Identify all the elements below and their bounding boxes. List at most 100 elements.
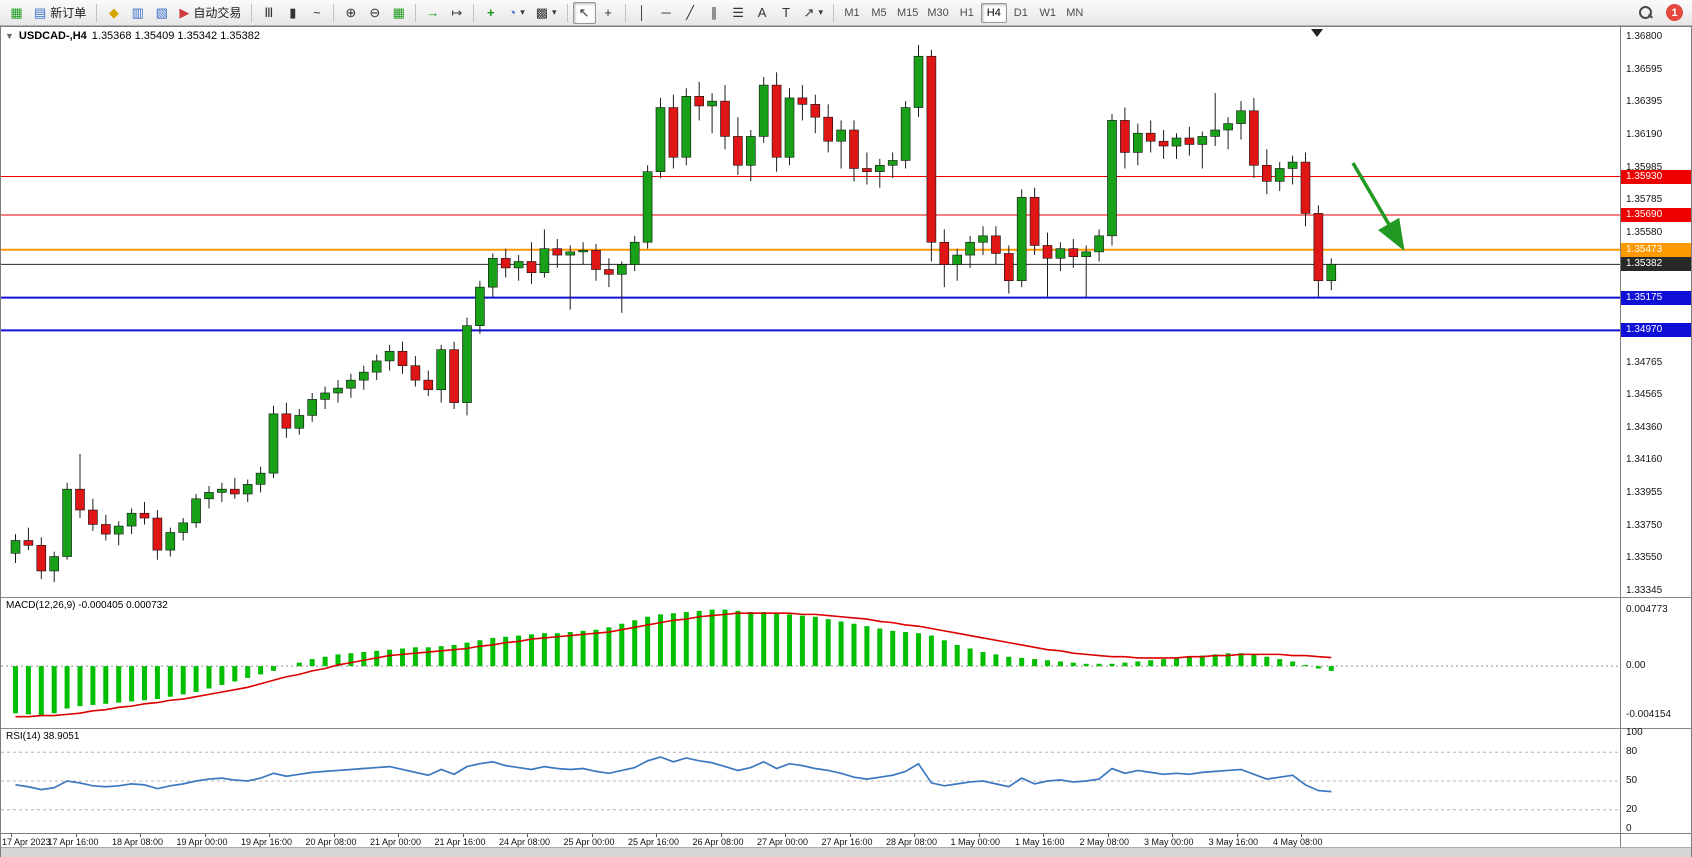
auto-scroll-icon: → bbox=[426, 5, 440, 20]
dropdown-icon: ▾ bbox=[520, 7, 525, 17]
main-toolbar: ▦ ▤ 新订单 ◆ ▥ ▧ ▶ 自动交易 Ⅲ ▮ ~ ⊕ ⊖ ▦ → ↦ + ◔… bbox=[0, 0, 1692, 26]
tile-windows-button[interactable]: ▦ bbox=[387, 2, 410, 24]
time-tick-label: 19 Apr 00:00 bbox=[176, 837, 228, 847]
toolbar-separator bbox=[473, 3, 475, 22]
rsi-canvas[interactable] bbox=[1, 729, 1620, 833]
templates-button[interactable]: ▩ ▾ bbox=[531, 2, 562, 24]
chart-ohlc-values: 1.35368 1.35409 1.35342 1.35382 bbox=[91, 30, 260, 42]
text-tool-button[interactable]: A bbox=[751, 2, 774, 24]
search-button[interactable] bbox=[1634, 2, 1657, 24]
channel-tool-button[interactable]: ∥ bbox=[703, 2, 726, 24]
line-chart-button[interactable]: ~ bbox=[305, 2, 328, 24]
macd-canvas[interactable] bbox=[1, 598, 1620, 728]
new-order-icon: ▤ bbox=[34, 5, 47, 20]
periods-button[interactable]: ◔ ▾ bbox=[503, 2, 529, 24]
horizontal-scrollbar[interactable] bbox=[1, 847, 1691, 857]
label-tool-button[interactable]: T bbox=[775, 2, 798, 24]
timeframe-button-w1[interactable]: W1 bbox=[1035, 3, 1061, 23]
time-tick bbox=[204, 834, 206, 837]
zoom-in-icon: ⊕ bbox=[345, 5, 357, 20]
price-tick-label: 1.36800 bbox=[1626, 31, 1663, 42]
price-tag: 1.35382 bbox=[1621, 257, 1691, 272]
crosshair-icon: + bbox=[604, 5, 612, 20]
timeframe-button-d1[interactable]: D1 bbox=[1008, 3, 1034, 23]
fibonacci-tool-button[interactable]: ☰ bbox=[727, 2, 750, 24]
price-tick-label: 1.33955 bbox=[1626, 487, 1663, 499]
timeframe-button-h1[interactable]: H1 bbox=[954, 3, 980, 23]
price-tag: 1.34970 bbox=[1621, 323, 1691, 338]
time-tick-label: 20 Apr 08:00 bbox=[305, 837, 357, 847]
timeframe-button-m5[interactable]: M5 bbox=[866, 3, 892, 23]
time-tick-label: 27 Apr 16:00 bbox=[821, 837, 873, 847]
text-icon: A bbox=[757, 5, 767, 20]
new-chart-button[interactable]: ▦ bbox=[5, 2, 28, 24]
indicators-button[interactable]: + bbox=[479, 2, 502, 24]
new-order-button[interactable]: ▤ 新订单 bbox=[29, 2, 91, 24]
timeframe-button-h4[interactable]: H4 bbox=[980, 2, 1007, 23]
timeframe-button-mn[interactable]: MN bbox=[1062, 3, 1088, 23]
time-tick bbox=[1301, 834, 1302, 837]
price-tag: 1.35473 bbox=[1621, 242, 1691, 257]
macd-panel[interactable]: MACD(12,26,9) -0.000405 0.000732 bbox=[1, 598, 1620, 728]
autotrading-button[interactable]: ▶ 自动交易 bbox=[174, 2, 246, 24]
timeframe-button-m15[interactable]: M15 bbox=[893, 3, 922, 23]
time-tick-label: 2 May 08:00 bbox=[1079, 837, 1130, 847]
price-tick-label: 1.36595 bbox=[1626, 63, 1663, 75]
vertical-line-icon: │ bbox=[637, 5, 647, 20]
main-chart-canvas[interactable] bbox=[1, 27, 1620, 597]
timeframe-button-m1[interactable]: M1 bbox=[839, 3, 865, 23]
autotrading-label: 自动交易 bbox=[193, 6, 242, 20]
price-tick-label: 1.34765 bbox=[1626, 357, 1663, 369]
periods-icon: ◔ bbox=[508, 5, 517, 20]
market-watch-button[interactable]: ▥ bbox=[126, 2, 149, 24]
price-axis[interactable]: 1.36800 1.36595 1.36395 1.36190 1.35985 1.357… bbox=[1620, 27, 1691, 597]
new-chart-icon: ▦ bbox=[10, 5, 23, 20]
price-tick-label: 1.36395 bbox=[1626, 95, 1663, 107]
timeframe-group: M1 M5 M15 M30 H1 H4 D1 W1 MN bbox=[839, 2, 1088, 23]
metaeditor-button[interactable]: ◆ bbox=[102, 2, 125, 24]
macd-label: MACD(12,26,9) -0.000405 0.000732 bbox=[6, 600, 168, 611]
one-click-trading-toggle[interactable]: ▼ bbox=[5, 31, 14, 41]
panel-divider[interactable] bbox=[1, 728, 1691, 729]
arrows-tool-button[interactable]: ↗ ▾ bbox=[799, 2, 828, 24]
horizontal-line-tool-button[interactable]: ─ bbox=[655, 2, 678, 24]
zoom-out-button[interactable]: ⊖ bbox=[363, 2, 386, 24]
metaeditor-icon: ◆ bbox=[108, 5, 119, 20]
dropdown-icon: ▾ bbox=[552, 7, 557, 17]
time-tick-label: 3 May 00:00 bbox=[1144, 837, 1194, 847]
navigator-button[interactable]: ▧ bbox=[150, 2, 173, 24]
chart-window: ▼ USDCAD-,H4 1.35368 1.35409 1.35342 1.3… bbox=[0, 26, 1692, 857]
zoom-out-icon: ⊖ bbox=[369, 5, 381, 20]
price-tag: 1.35690 bbox=[1621, 207, 1691, 222]
toolbar-separator bbox=[832, 3, 834, 22]
time-axis[interactable]: 17 Apr 2023 17 Apr 16:00 18 Apr 08:00 19 Ap… bbox=[1, 834, 1620, 847]
templates-icon: ▩ bbox=[535, 5, 549, 20]
rsi-axis[interactable]: 100 80 50 20 0 bbox=[1620, 727, 1691, 834]
chart-title: ▼ USDCAD-,H4 1.35368 1.35409 1.35342 1.3… bbox=[5, 30, 260, 42]
notification-badge[interactable]: 1 bbox=[1666, 4, 1683, 21]
bar-chart-button[interactable]: Ⅲ bbox=[257, 2, 280, 24]
macd-axis[interactable]: 0.004773 0.00 -0.004154 bbox=[1620, 598, 1691, 728]
trendline-tool-button[interactable]: ╱ bbox=[679, 2, 702, 24]
search-icon bbox=[1639, 6, 1652, 19]
time-tick bbox=[1172, 834, 1173, 837]
timeframe-button-m30[interactable]: M30 bbox=[923, 3, 952, 23]
rsi-panel[interactable]: RSI(14) 38.9051 bbox=[1, 729, 1620, 833]
panel-divider[interactable] bbox=[1, 597, 1691, 598]
toolbar-separator bbox=[566, 3, 568, 22]
candlestick-chart-button[interactable]: ▮ bbox=[281, 2, 304, 24]
chart-shift-button[interactable]: ↦ bbox=[445, 2, 468, 24]
auto-scroll-button[interactable]: → bbox=[421, 2, 444, 24]
crosshair-tool-button[interactable]: + bbox=[597, 2, 620, 24]
rsi-tick-label: 80 bbox=[1626, 746, 1638, 758]
time-tick-label: 26 Apr 08:00 bbox=[692, 837, 744, 847]
rsi-tick-label: 20 bbox=[1626, 803, 1638, 815]
line-chart-icon: ~ bbox=[313, 5, 321, 20]
vertical-line-tool-button[interactable]: │ bbox=[631, 2, 654, 24]
cursor-tool-button[interactable]: ↖ bbox=[572, 1, 596, 24]
time-tick bbox=[527, 834, 528, 837]
time-tick-label: 19 Apr 16:00 bbox=[241, 837, 293, 847]
price-tick-label: 1.34160 bbox=[1626, 454, 1663, 466]
zoom-in-button[interactable]: ⊕ bbox=[339, 2, 362, 24]
main-chart-panel[interactable]: ▼ USDCAD-,H4 1.35368 1.35409 1.35342 1.3… bbox=[1, 27, 1620, 597]
